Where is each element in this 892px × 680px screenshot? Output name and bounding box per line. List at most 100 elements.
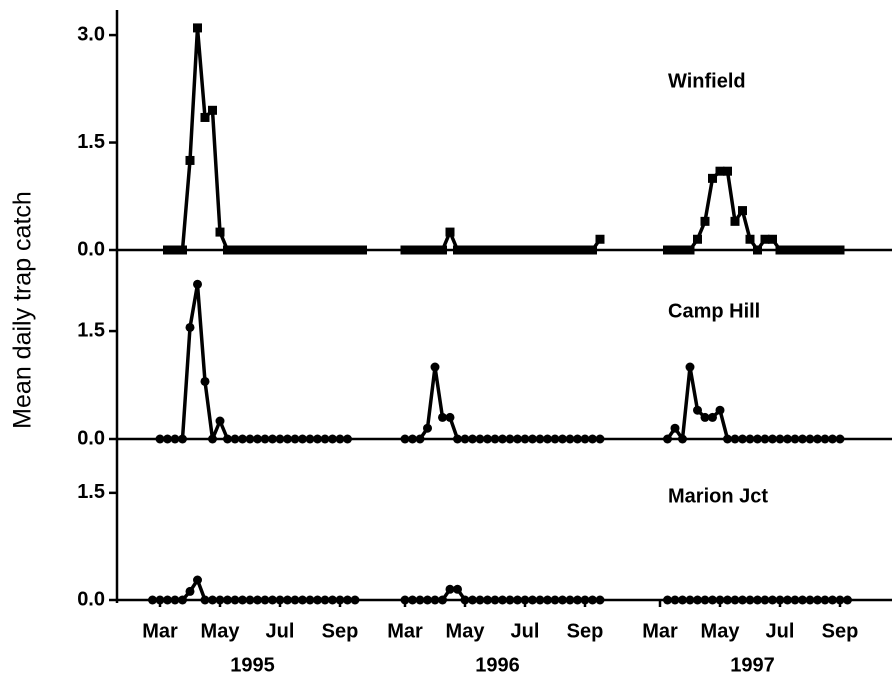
marker — [415, 595, 425, 605]
y-tick-label: 3.0 — [77, 23, 105, 45]
marker — [580, 245, 590, 255]
marker — [678, 434, 687, 444]
marker — [305, 434, 315, 444]
marker — [693, 595, 702, 605]
marker — [320, 595, 330, 605]
marker — [475, 434, 485, 444]
marker — [193, 279, 202, 289]
panel-title: Marion Jct — [668, 485, 768, 507]
marker — [290, 434, 300, 444]
marker — [275, 434, 285, 444]
series-line — [666, 365, 840, 441]
marker — [415, 434, 425, 444]
marker — [335, 434, 345, 444]
marker — [513, 245, 522, 255]
marker — [708, 173, 717, 183]
marker — [438, 412, 447, 422]
marker — [745, 234, 755, 244]
marker — [423, 245, 432, 255]
marker — [223, 434, 232, 444]
marker — [423, 595, 432, 605]
marker — [230, 434, 240, 444]
x-tick-label: Jul — [511, 620, 540, 642]
marker — [828, 595, 837, 605]
marker — [430, 362, 440, 372]
marker — [715, 166, 725, 176]
marker — [475, 595, 485, 605]
marker — [400, 434, 410, 444]
marker — [313, 595, 322, 605]
marker — [753, 245, 762, 255]
marker — [245, 595, 255, 605]
marker — [528, 434, 537, 444]
x-tick-label: Sep — [567, 620, 604, 642]
series-line — [405, 365, 600, 441]
marker — [268, 245, 277, 255]
panel-title: Camp Hill — [668, 300, 760, 322]
marker — [185, 322, 195, 332]
marker — [320, 434, 330, 444]
marker — [670, 245, 680, 255]
marker — [475, 245, 485, 255]
marker — [193, 23, 202, 33]
marker — [155, 434, 165, 444]
marker — [490, 595, 500, 605]
marker — [483, 245, 492, 255]
marker — [565, 595, 575, 605]
marker — [268, 595, 277, 605]
marker — [148, 595, 157, 605]
marker — [328, 245, 337, 255]
marker — [535, 595, 545, 605]
marker — [805, 434, 815, 444]
marker — [170, 245, 180, 255]
marker — [595, 234, 605, 244]
marker — [550, 434, 560, 444]
marker — [260, 595, 270, 605]
marker — [223, 245, 232, 255]
marker — [238, 595, 247, 605]
marker — [260, 434, 270, 444]
marker — [200, 112, 210, 122]
marker — [328, 595, 337, 605]
marker — [700, 595, 710, 605]
marker — [588, 595, 597, 605]
marker — [693, 405, 702, 415]
y-tick-label: 1.5 — [77, 319, 105, 341]
marker — [290, 595, 300, 605]
marker — [730, 216, 740, 226]
marker — [178, 434, 187, 444]
x-tick-label: Mar — [642, 620, 678, 642]
marker — [438, 595, 447, 605]
marker — [685, 362, 695, 372]
marker — [253, 595, 262, 605]
marker — [700, 216, 710, 226]
marker — [483, 434, 492, 444]
y-tick-label: 0.0 — [77, 427, 105, 449]
marker — [595, 595, 605, 605]
marker — [813, 434, 822, 444]
marker — [700, 412, 710, 422]
marker — [835, 434, 845, 444]
marker — [253, 434, 262, 444]
marker — [498, 595, 507, 605]
marker — [200, 595, 210, 605]
marker — [798, 595, 807, 605]
marker — [313, 434, 322, 444]
marker — [400, 245, 410, 255]
marker — [408, 595, 417, 605]
marker — [535, 245, 545, 255]
marker — [215, 227, 225, 237]
marker — [453, 584, 462, 594]
marker — [230, 245, 240, 255]
marker — [528, 245, 537, 255]
marker — [760, 434, 770, 444]
marker — [820, 434, 830, 444]
marker — [768, 434, 777, 444]
marker — [460, 245, 470, 255]
marker — [283, 595, 292, 605]
marker — [565, 434, 575, 444]
marker — [453, 245, 462, 255]
marker — [350, 595, 360, 605]
marker — [445, 584, 455, 594]
